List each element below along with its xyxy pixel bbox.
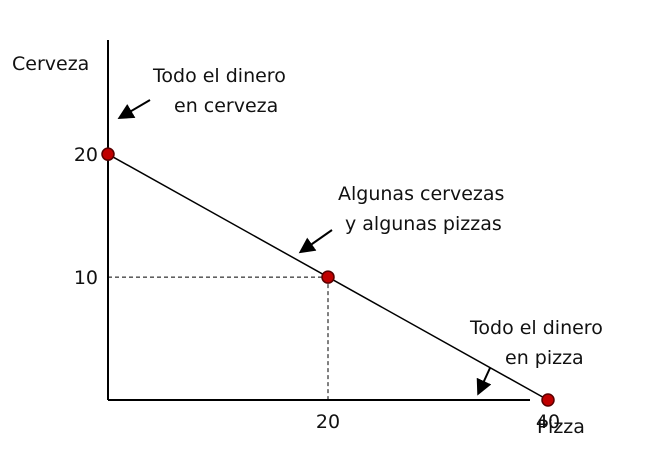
annotation-arrow-0	[117, 99, 151, 120]
tick-labels: 10 20 20 40	[74, 144, 560, 433]
annotations: Todo el dinero en cerveza Algunas cervezas…	[117, 65, 603, 396]
annotation-arrow-1	[298, 229, 333, 254]
annotation-2-line-1: en pizza	[505, 347, 584, 369]
annotation-0-line-0: Todo el dinero	[152, 65, 286, 87]
annotation-1-line-0: Algunas cervezas	[338, 183, 504, 205]
annotation-2-line-0: Todo el dinero	[469, 317, 603, 339]
data-point-0	[101, 147, 115, 161]
y-tick-label-20: 20	[74, 144, 98, 166]
x-axis-title: Pizza	[537, 416, 585, 438]
y-tick-label-10: 10	[74, 267, 98, 289]
x-tick-label-40: 40	[536, 411, 560, 433]
data-point-1	[321, 270, 335, 284]
y-axis-title: Cerveza	[12, 53, 89, 75]
x-tick-label-20: 20	[316, 411, 340, 433]
annotation-0-line-1: en cerveza	[174, 95, 278, 117]
points-layer	[101, 147, 555, 407]
guide-lines	[108, 276, 329, 400]
data-point-2	[541, 393, 555, 407]
annotation-1-line-1: y algunas pizzas	[345, 213, 502, 235]
annotation-arrow-2	[476, 367, 492, 396]
